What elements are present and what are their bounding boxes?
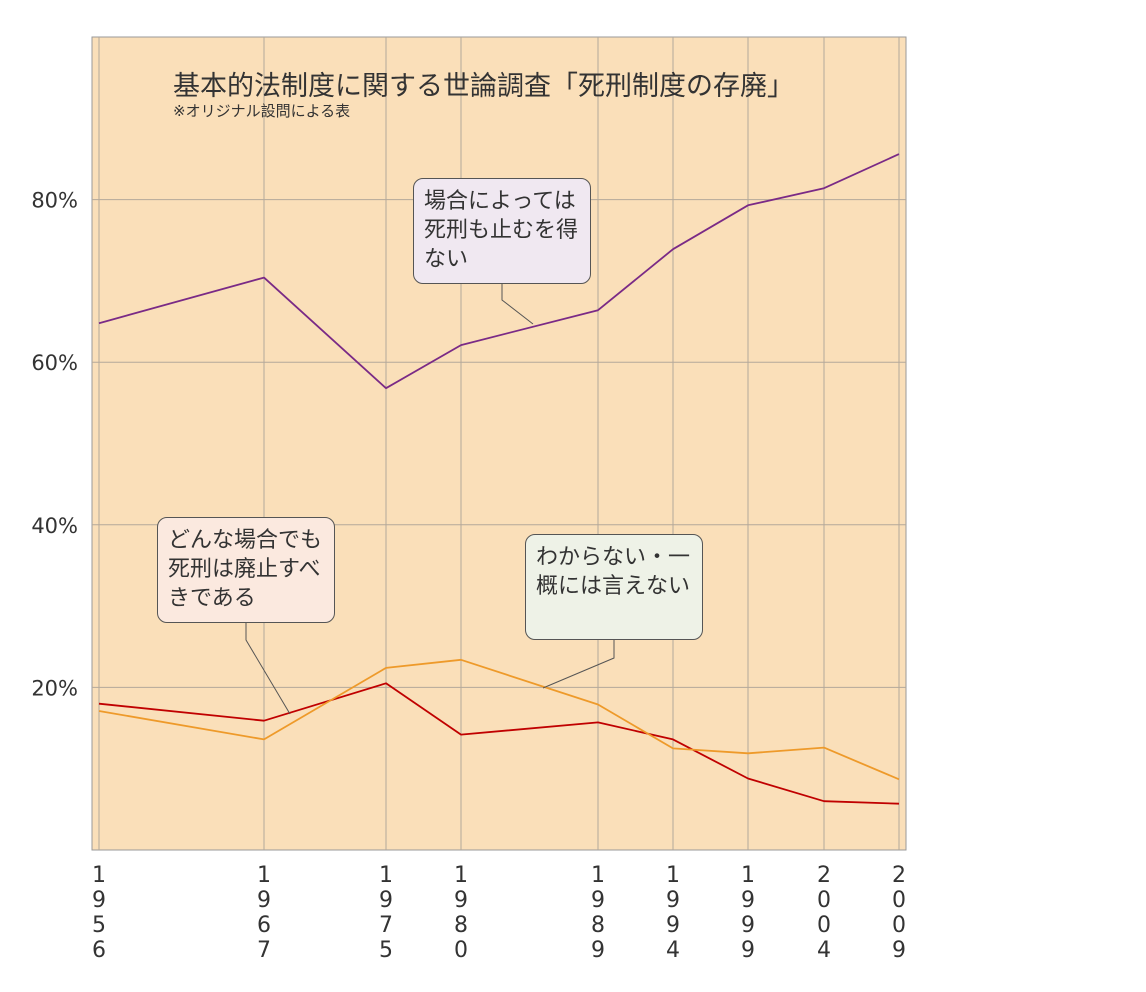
chart-title: 基本的法制度に関する世論調査「死刑制度の存廃」 [173,71,794,102]
series-line [98,153,900,390]
series-callout-label: わからない・一概には言えない [525,534,703,640]
y-tick-label: 20% [31,676,78,700]
y-tick-label: 60% [31,351,78,375]
series-callout-label: どんな場合でも死刑は廃止すべきである [157,517,335,623]
series-line [98,658,900,781]
plot-area [91,36,907,851]
chart-subtitle: ※オリジナル設問による表 [173,102,350,120]
callout-leader [245,623,291,715]
y-axis: 20% 40% 60% 80% [31,189,78,701]
callout-leaders [245,284,615,715]
y-tick-label: 80% [31,189,78,213]
series-callout-label: 場合によっては死刑も止むを得ない [413,178,591,284]
series-lines [98,153,900,805]
callout-leader [501,284,534,325]
y-tick-label: 40% [31,514,78,538]
series-line [98,682,900,805]
x-axis: 1 9 5 6 1 9 6 7 1 9 7 5 1 9 8 0 1 9 8 9 1 9 9 4 1 9 9 9 2 0 0 4 2 0 0 9 [92,863,906,963]
callout-leader [542,640,615,689]
